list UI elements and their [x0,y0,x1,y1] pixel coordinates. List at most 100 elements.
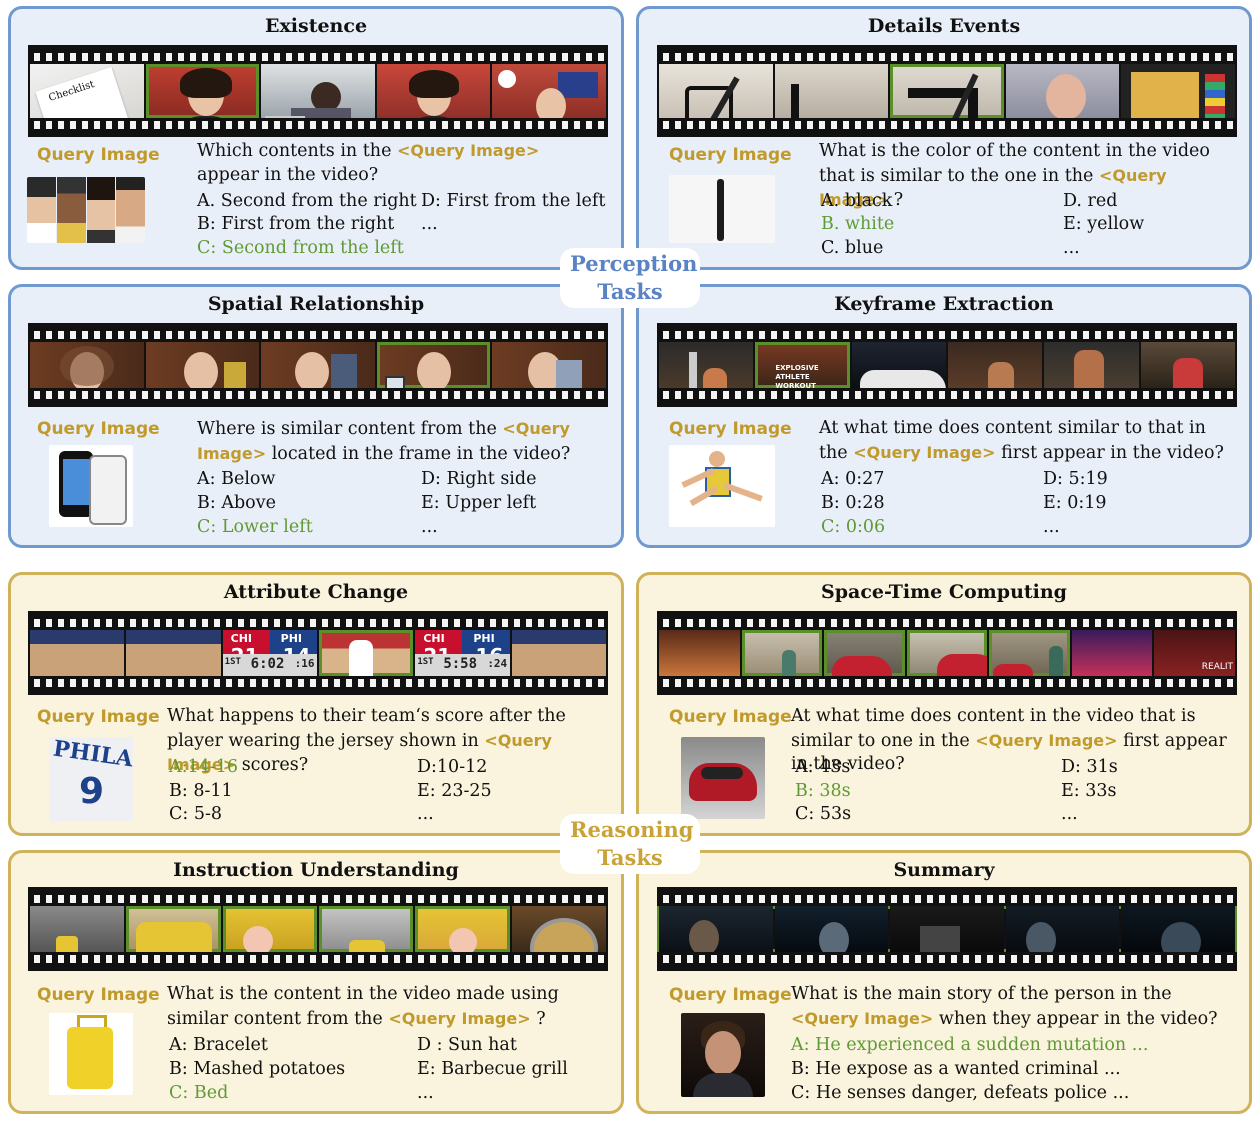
query-image [49,445,133,527]
video-frame [30,906,125,952]
query-image-label: Query Image [37,419,160,439]
option-c[interactable]: C. blue [821,238,884,258]
video-frame [659,630,740,676]
option-d[interactable]: D: First from the left [421,191,606,211]
option-b-correct[interactable]: B: 38s [795,781,851,801]
query-image-label: Query Image [37,145,160,165]
video-frame-highlighted [318,630,414,676]
video-frame [1044,342,1139,388]
option-a[interactable]: A: Below [197,469,276,489]
option-a[interactable]: A. black [821,191,893,211]
query-image [681,1013,765,1097]
team-right: PHI [280,632,303,645]
option-more: ... [421,214,438,234]
option-d[interactable]: D: Right side [421,469,537,489]
option-b[interactable]: B: Mashed potatoes [169,1059,346,1079]
option-d[interactable]: D: 31s [1061,757,1118,777]
query-tag: <Query Image> [853,442,996,462]
option-c-correct[interactable]: C: Lower left [197,517,313,537]
option-d[interactable]: D : Sun hat [417,1035,517,1055]
label-line: Perception [570,251,698,276]
option-c[interactable]: C: 5-8 [169,804,223,824]
option-a[interactable]: A: 0:27 [821,469,885,489]
option-b[interactable]: B: Above [197,493,276,513]
option-e[interactable]: E: yellow [1063,214,1145,234]
spatial-relationship-panel: Spatial Relationship [8,284,624,548]
option-a[interactable]: A: 43s [795,757,851,777]
video-frame [30,342,144,388]
video-frame [659,64,773,118]
option-e[interactable]: E: 0:19 [1043,493,1107,513]
video-frame-highlighted: EXPLOSIVE ATHLETE WORKOUT [755,342,850,388]
panel-title: Instruction Understanding [173,859,459,881]
question: What happens to their team‘s score after… [167,705,607,778]
option-c-correct[interactable]: C: Bed [169,1083,229,1103]
option-a-correct[interactable]: A:14-16 [169,757,238,777]
query-image-label: Query Image [37,707,160,727]
period: 1ST [417,657,434,667]
scoreboard-frame: CHI PHI 21 14 1ST 6:02 :16 [222,630,317,676]
video-frame [774,64,889,118]
option-a[interactable]: A: Bracelet [169,1035,268,1055]
option-d[interactable]: D: 5:19 [1043,469,1108,489]
question-text: first appear in the video? [995,442,1224,463]
perception-tasks-label: Perception Tasks [560,248,700,308]
video-frame [1140,342,1235,388]
video-frame-highlighted [906,630,988,676]
question-text: located in the frame in the video? [266,443,571,464]
video-frame [1121,64,1235,118]
clock-bar: 1ST 5:58 :24 [415,654,510,676]
question-text: scores? [236,755,309,775]
option-e[interactable]: E: Barbecue grill [417,1059,568,1079]
query-tag: <Query Image> [791,1008,934,1028]
question-text: when they appear in the video? [933,1008,1218,1029]
option-c-correct[interactable]: C: Second from the left [197,238,404,258]
video-frame [30,630,125,676]
query-image-label: Query Image [669,707,792,727]
option-b[interactable]: B: First from the right [197,214,395,234]
option-more: ... [1061,804,1078,824]
video-frame [1005,64,1120,118]
video-frame [126,630,221,676]
option-a-correct[interactable]: A: He experienced a sudden mutation ... [791,1035,1149,1055]
query-image-label: Query Image [669,419,792,439]
video-frame [511,906,606,952]
option-d[interactable]: D. red [1063,191,1118,211]
query-image: PHILA 9 [49,737,133,821]
option-c[interactable]: C: 53s [795,804,852,824]
query-tag: <Query Image> [975,730,1118,750]
question-text: What is the content in the video made us… [167,984,559,1029]
video-frame-highlighted [741,630,823,676]
query-image [49,1013,133,1095]
option-c[interactable]: C: He senses danger, defeats police ... [791,1083,1130,1103]
option-more: ... [1043,517,1060,537]
option-c-correct[interactable]: C: 0:06 [821,517,886,537]
video-frame [261,64,375,118]
label-line: Tasks [597,845,663,870]
film-strip: CHI PHI 21 14 1ST 6:02 :16 [28,611,608,695]
option-b[interactable]: B: 8-11 [169,781,233,801]
option-d[interactable]: D:10-12 [417,757,488,777]
question: At what time does content in the video t… [791,705,1246,777]
option-a[interactable]: A. Second from the right [197,191,417,211]
question-text: first appear in the video? [791,730,1227,775]
video-frame [659,906,773,952]
question-text: What is the main story of the person in … [791,984,1172,1004]
jersey-number: 9 [79,771,105,812]
option-b-correct[interactable]: B. white [821,214,895,234]
query-tag: <Query Image> [197,419,570,463]
existence-panel: Existence Checklist [8,6,624,270]
attribute-change-panel: Attribute Change CHI PHI 21 14 1ST 6:02 … [8,572,624,836]
reasoning-tasks-label: Reasoning Tasks [560,814,700,874]
clock-bar: 1ST 6:02 :16 [222,654,317,676]
option-b[interactable]: B: He expose as a wanted criminal ... [791,1059,1121,1079]
option-e[interactable]: E: Upper left [421,493,537,513]
option-e[interactable]: E: 23-25 [417,781,492,801]
question: At what time does content similar to tha… [819,417,1239,465]
panel-title: Attribute Change [223,581,409,603]
option-e[interactable]: E: 33s [1061,781,1117,801]
question: What is the color of the content in the … [819,140,1239,213]
option-b[interactable]: B: 0:28 [821,493,885,513]
question-text: What is the color of the content in the … [819,141,1210,186]
question: What is the content in the video made us… [167,983,607,1031]
